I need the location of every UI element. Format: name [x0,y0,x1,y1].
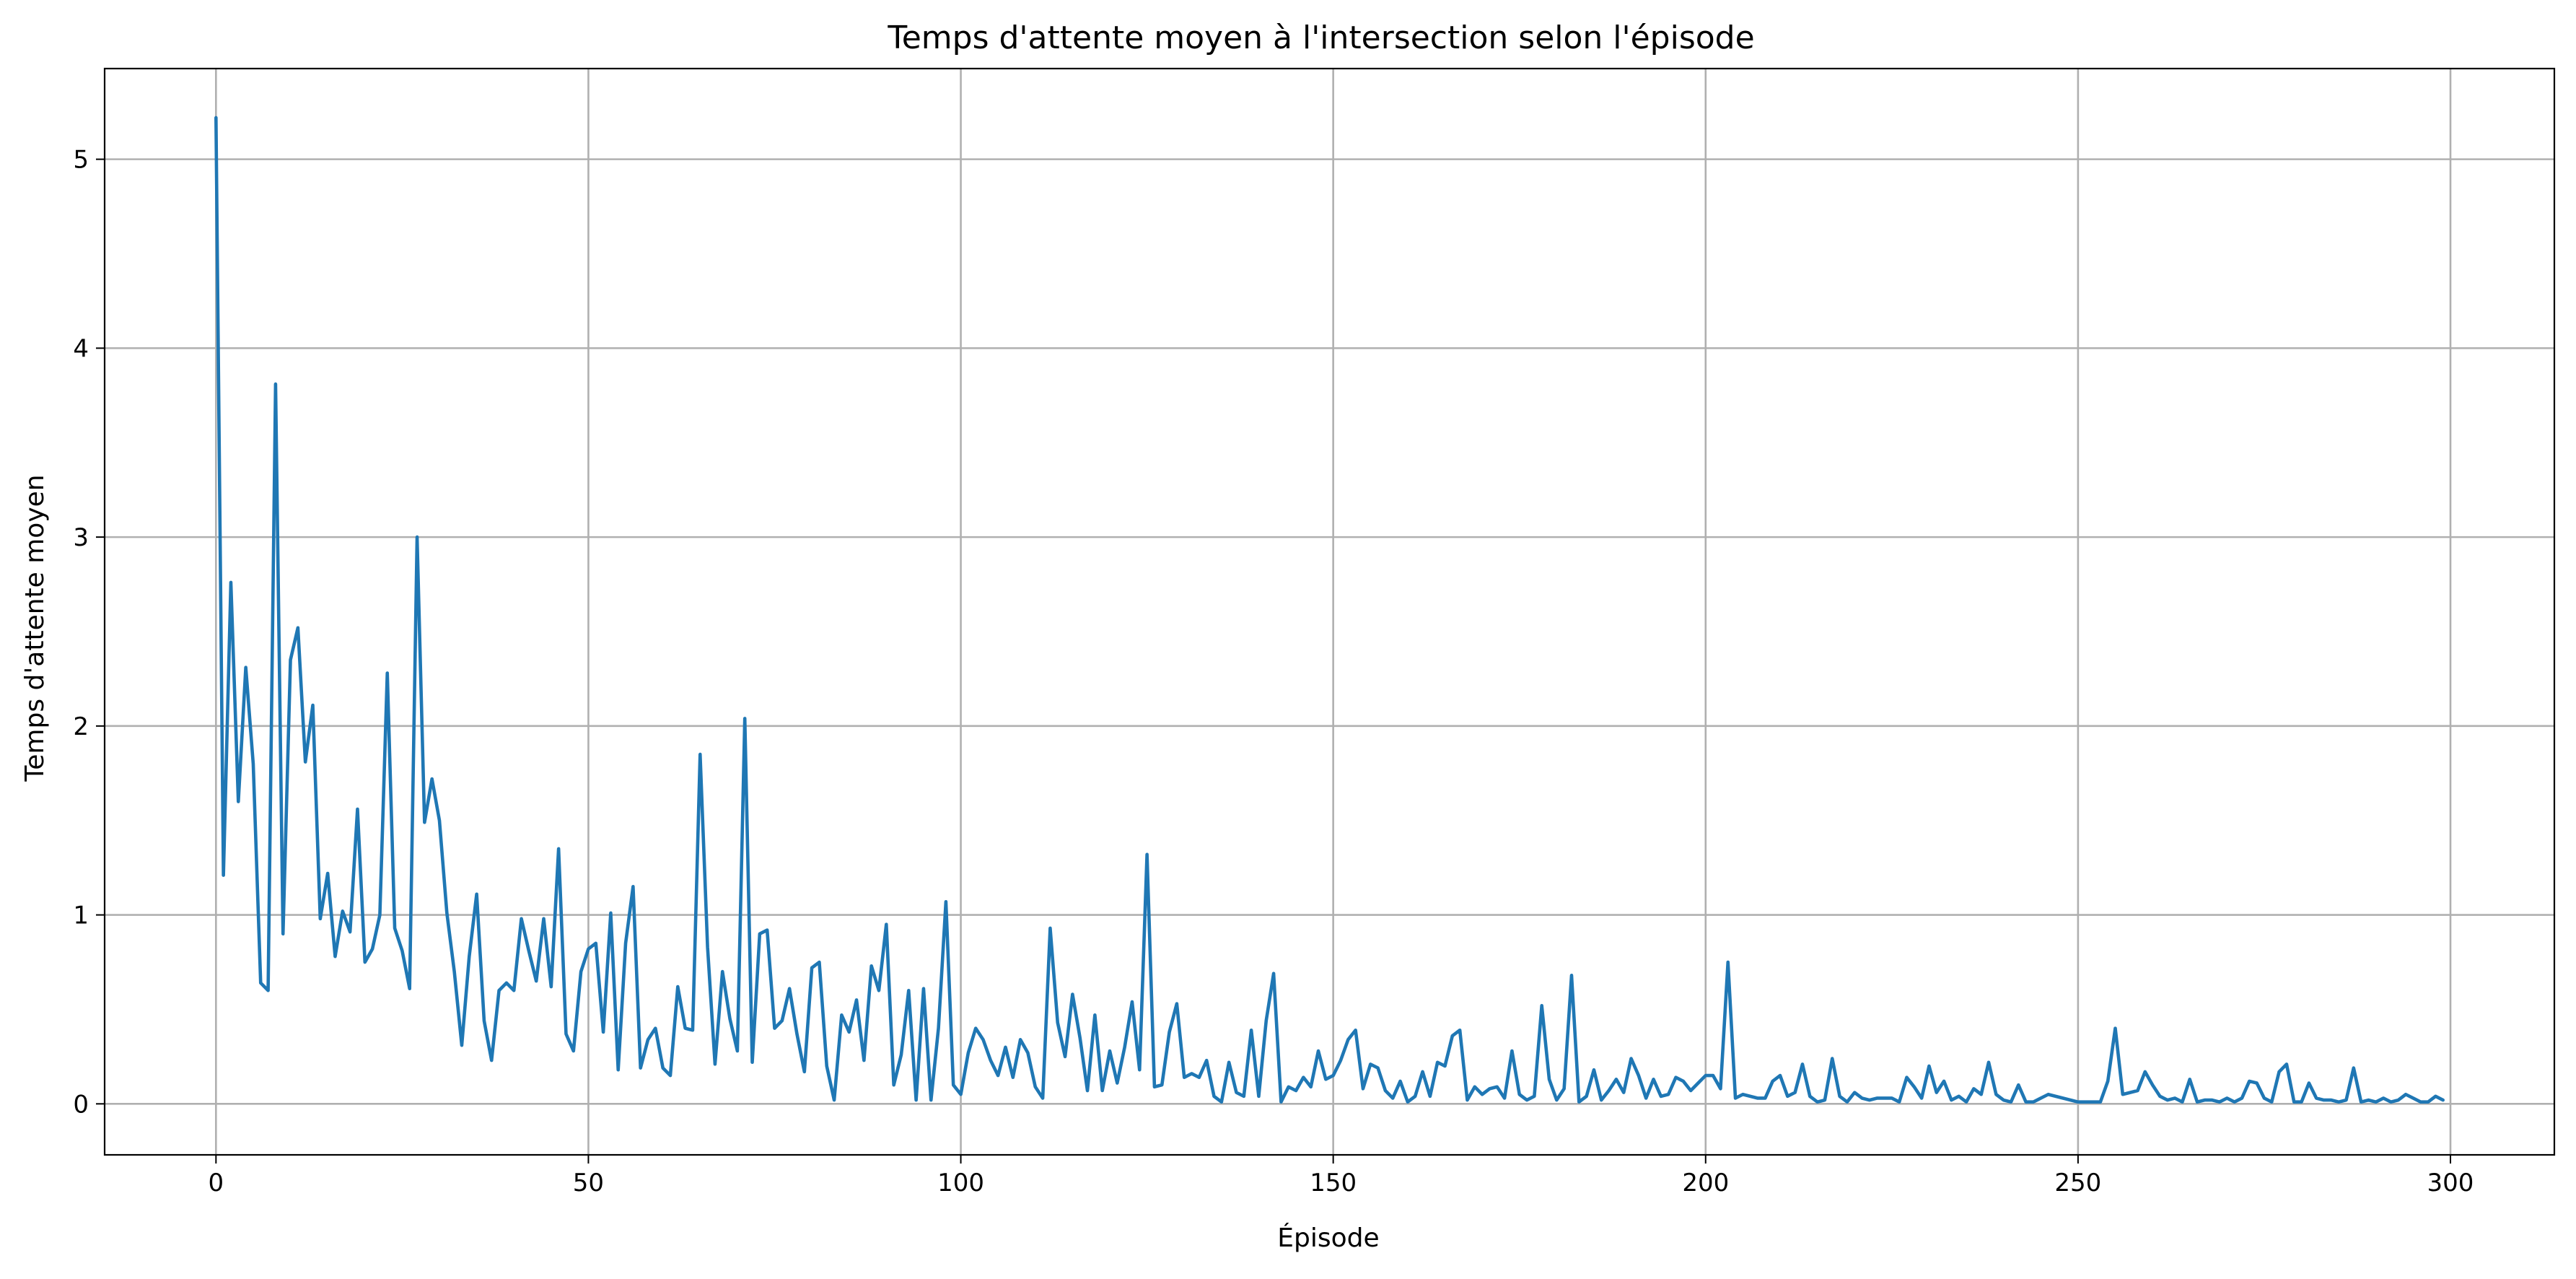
x-tick-label: 50 [573,1169,604,1197]
y-axis-label: Temps d'attente moyen [20,474,50,782]
x-tick-label: 250 [2054,1169,2101,1197]
series-line [214,115,2445,1104]
y-tick-label: 4 [73,334,89,363]
x-tick-label: 100 [937,1169,984,1197]
x-tick-label: 0 [208,1169,224,1197]
y-tick-label: 5 [73,146,89,175]
x-axis-label: Épisode [1277,1223,1379,1253]
grid [105,69,2554,1155]
series-layer [214,115,2445,1104]
chart-title: Temps d'attente moyen à l'intersection s… [887,19,1754,56]
y-tick-label: 3 [73,523,89,552]
x-tick-label: 200 [1682,1169,1729,1197]
y-tick-label: 0 [73,1090,89,1119]
plot-frame [103,67,2556,1156]
axis-ticks: 0 50 100 150 200 250 300 0 1 2 3 4 5 [73,146,2474,1197]
x-tick-label: 300 [2427,1169,2474,1197]
x-tick-label: 150 [1310,1169,1357,1197]
y-tick-label: 1 [73,902,89,930]
y-tick-label: 2 [73,712,89,741]
